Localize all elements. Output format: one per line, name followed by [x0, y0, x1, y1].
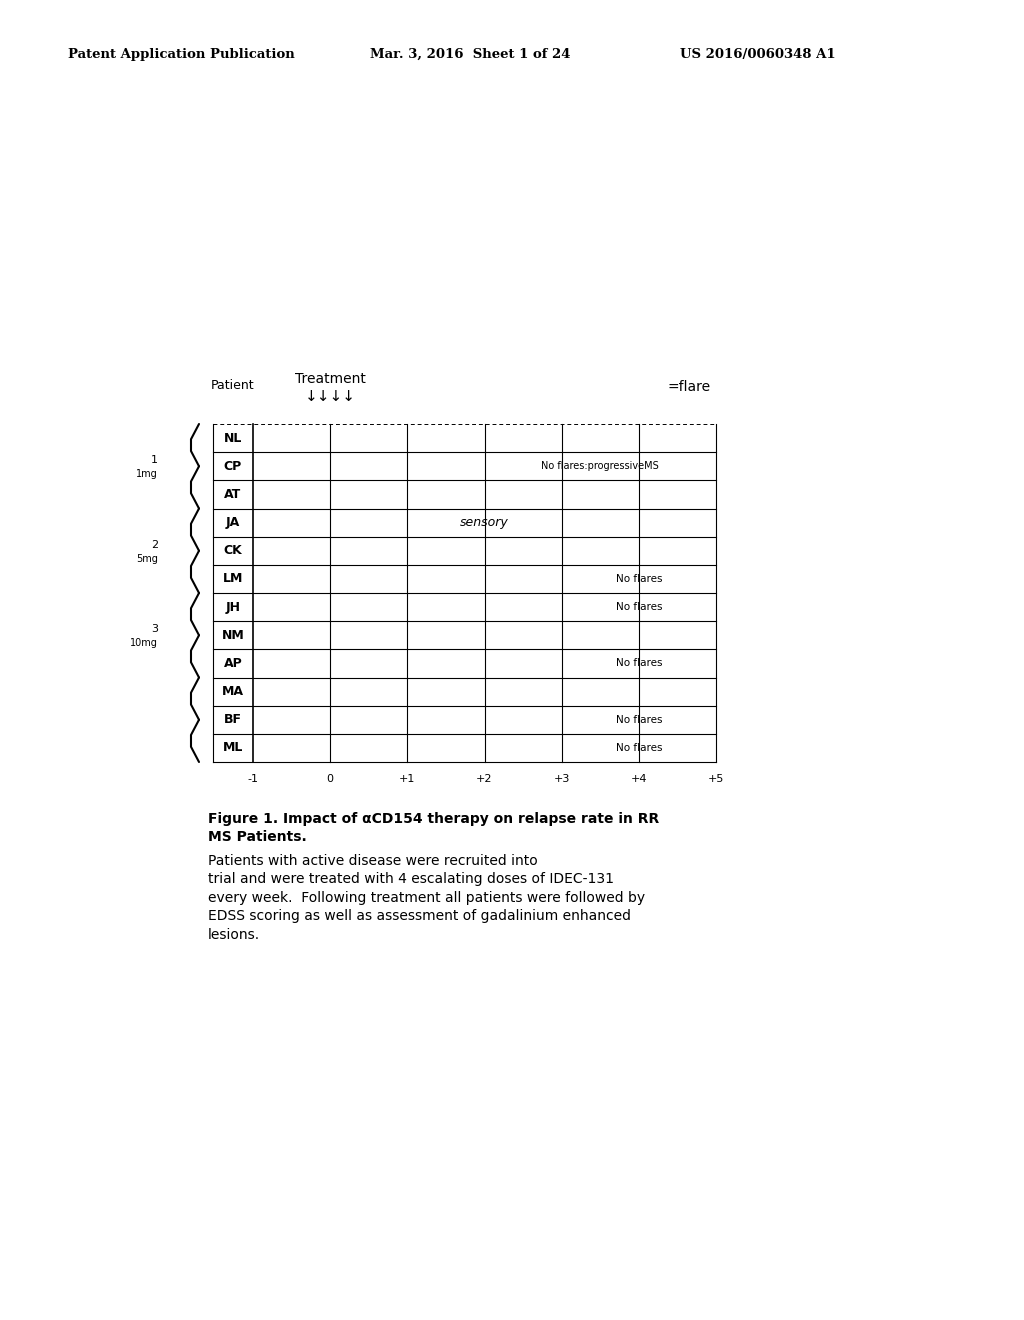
Text: NL: NL [224, 432, 243, 445]
Text: -1: -1 [248, 774, 258, 784]
Text: No flares: No flares [615, 659, 663, 668]
Text: sensory: sensory [460, 516, 509, 529]
Text: No flares: No flares [615, 574, 663, 583]
Text: No flares: No flares [615, 743, 663, 752]
Text: No flares:progressiveMS: No flares:progressiveMS [542, 461, 659, 471]
Text: Patients with active disease were recruited into
trial and were treated with 4 e: Patients with active disease were recrui… [208, 854, 645, 941]
Text: AT: AT [224, 488, 242, 500]
Text: Patent Application Publication: Patent Application Publication [68, 48, 295, 61]
Text: US 2016/0060348 A1: US 2016/0060348 A1 [680, 48, 836, 61]
Text: +4: +4 [631, 774, 647, 784]
Text: NM: NM [221, 628, 245, 642]
Text: Patient: Patient [211, 379, 255, 392]
Text: +5: +5 [708, 774, 724, 784]
Text: 0: 0 [327, 774, 334, 784]
Text: 10mg: 10mg [130, 639, 158, 648]
Text: JA: JA [226, 516, 240, 529]
Text: No flares: No flares [615, 714, 663, 725]
Text: +2: +2 [476, 774, 493, 784]
Text: No flares: No flares [615, 602, 663, 612]
Text: ML: ML [223, 742, 243, 755]
Text: =flare: =flare [668, 380, 711, 393]
Text: 2: 2 [151, 540, 158, 549]
Text: 3: 3 [151, 624, 158, 634]
Text: CP: CP [224, 459, 242, 473]
Text: +1: +1 [399, 774, 416, 784]
Text: MA: MA [222, 685, 244, 698]
Text: Figure 1. Impact of αCD154 therapy on relapse rate in RR
MS Patients.: Figure 1. Impact of αCD154 therapy on re… [208, 812, 659, 845]
Text: CK: CK [223, 544, 243, 557]
Text: 1mg: 1mg [136, 469, 158, 479]
Text: ↓↓↓↓: ↓↓↓↓ [305, 389, 355, 404]
Text: AP: AP [223, 657, 243, 671]
Text: Mar. 3, 2016  Sheet 1 of 24: Mar. 3, 2016 Sheet 1 of 24 [370, 48, 570, 61]
Text: BF: BF [224, 713, 242, 726]
Text: LM: LM [223, 573, 243, 585]
Text: +3: +3 [554, 774, 569, 784]
Text: Treatment: Treatment [295, 372, 366, 385]
Text: 1: 1 [151, 455, 158, 465]
Text: 5mg: 5mg [136, 554, 158, 564]
Text: JH: JH [225, 601, 241, 614]
